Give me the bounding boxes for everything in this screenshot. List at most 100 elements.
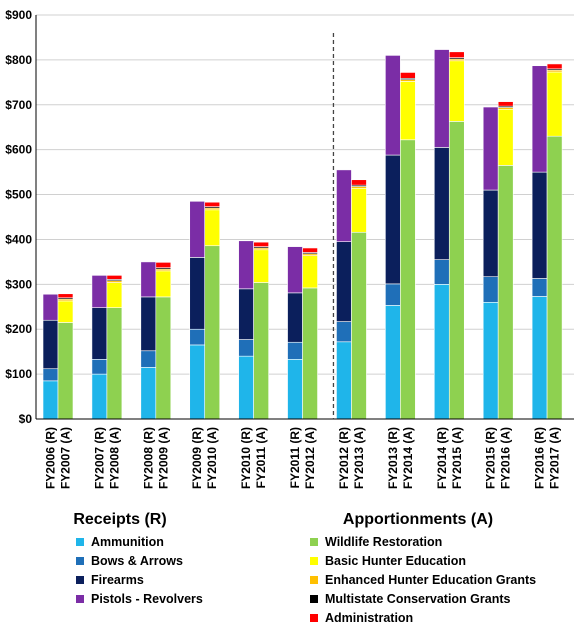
y-tick-label: $800	[5, 53, 32, 67]
bar-segment-basic-hunter-education	[546, 71, 563, 137]
x-tick-label: FY2010 (R)	[239, 427, 253, 489]
bar-segment-administration	[400, 72, 416, 79]
bar-segment-administration	[204, 201, 221, 207]
bar-segment-bows-arrows	[91, 358, 108, 375]
y-tick-label: $700	[5, 98, 32, 112]
bar-segment-firearms	[482, 189, 499, 278]
group-labels: Receipts (R) Apportionments (A)	[73, 511, 493, 528]
x-tick-label: FY2011 (R)	[288, 427, 302, 488]
x-tick-label: FY2014 (A)	[401, 427, 415, 489]
x-tick-label: FY2015 (R)	[484, 427, 498, 489]
bar-segment-basic-hunter-education	[400, 81, 416, 141]
gridlines	[36, 14, 574, 375]
bar-segment-bows-arrows	[140, 350, 157, 368]
x-tick-label: FY2016 (A)	[499, 427, 513, 489]
bar-segment-bows-arrows	[531, 278, 548, 297]
bar-segment-pistols-revolvers	[189, 200, 206, 258]
bar-segment-ammunition	[238, 355, 254, 420]
x-tick-label: FY2008 (A)	[107, 427, 121, 489]
bar-segment-administration	[253, 241, 269, 247]
x-tick-label: FY2007 (A)	[59, 427, 73, 489]
bar-segment-firearms	[336, 241, 352, 322]
bar-segment-wildlife-restoration	[448, 121, 465, 420]
x-tick-label: FY2009 (R)	[190, 427, 204, 489]
y-tick-label: $900	[5, 8, 32, 22]
x-tick-label: FY2007 (R)	[92, 427, 106, 489]
legend-swatch-pistols-revolvers	[76, 595, 84, 603]
bar-segment-pistols-revolvers	[91, 275, 108, 308]
bar-segment-bows-arrows	[189, 328, 206, 346]
legend-swatch-basic-hunter-education	[310, 557, 318, 565]
x-tick-label: FY2016 (R)	[533, 427, 547, 489]
legend-label-multistate-conservation-grants: Multistate Conservation Grants	[325, 592, 510, 606]
legend-swatch-wildlife-restoration	[310, 538, 318, 546]
x-tick-label: FY2010 (A)	[205, 427, 219, 489]
bar-segment-ammunition	[433, 284, 450, 420]
bar-segment-ammunition	[140, 367, 157, 420]
x-tick-label: FY2012 (A)	[303, 427, 317, 489]
bar-segment-firearms	[531, 171, 548, 279]
y-tick-label: $600	[5, 143, 32, 157]
y-tick-label: $0	[19, 412, 33, 426]
legend-label-ammunition: Ammunition	[91, 535, 164, 549]
group-label-apportionments: Apportionments (A)	[343, 511, 493, 528]
y-tick-label: $400	[5, 232, 32, 246]
legend-swatch-ammunition	[76, 538, 84, 546]
legend-swatch-enhanced-hunter-education-grants	[310, 576, 318, 584]
x-tick-label: FY2009 (A)	[156, 427, 170, 489]
bar-segment-firearms	[433, 147, 450, 260]
bar-segment-pistols-revolvers	[482, 106, 499, 191]
bar-segment-basic-hunter-education	[204, 209, 221, 247]
bar-segment-ammunition	[482, 301, 499, 420]
bar-segment-administration	[448, 51, 465, 58]
bar-segment-administration	[351, 179, 367, 186]
bar-segment-bows-arrows	[385, 283, 401, 306]
bar-segment-pistols-revolvers	[140, 261, 157, 298]
x-tick-label: FY2011 (A)	[254, 427, 268, 488]
bar-segment-ammunition	[287, 358, 303, 420]
y-tick-label: $300	[5, 277, 32, 291]
bar-segment-wildlife-restoration	[57, 322, 74, 420]
bar-segment-firearms	[287, 292, 303, 343]
bar-segment-administration	[57, 293, 74, 299]
legend-swatch-multistate-conservation-grants	[310, 595, 318, 603]
bar-segment-wildlife-restoration	[253, 282, 269, 420]
legend-swatch-bows-arrows	[76, 557, 84, 565]
bar-segment-basic-hunter-education	[155, 270, 172, 298]
x-tick-label: FY2017 (A)	[548, 427, 562, 489]
y-axis-ticks: $0 $100 $200 $300 $400 $500 $600 $700 $800 $900	[5, 8, 32, 426]
bar-segment-wildlife-restoration	[497, 165, 514, 420]
bar-segment-bows-arrows	[336, 321, 352, 343]
bar-segment-firearms	[42, 319, 59, 370]
group-label-receipts: Receipts (R)	[73, 511, 166, 528]
bar-segment-firearms	[91, 307, 108, 360]
bar-segment-basic-hunter-education	[302, 255, 318, 289]
x-tick-label: FY2015 (A)	[450, 427, 464, 489]
x-tick-label: FY2006 (R)	[44, 427, 58, 489]
x-tick-label: FY2014 (R)	[435, 427, 449, 489]
y-tick-label: $200	[5, 322, 32, 336]
bars	[42, 49, 563, 420]
bar-segment-wildlife-restoration	[106, 307, 123, 420]
bar-segment-ammunition	[91, 373, 108, 420]
bar-segment-firearms	[140, 296, 157, 352]
bar-segment-bows-arrows	[433, 259, 450, 285]
bar-segment-administration	[546, 63, 563, 70]
legend-swatch-firearms	[76, 576, 84, 584]
bar-segment-ammunition	[189, 344, 206, 420]
bar-segment-bows-arrows	[238, 339, 254, 357]
bar-segment-administration	[497, 101, 514, 107]
legend-label-enhanced-hunter-education-grants: Enhanced Hunter Education Grants	[325, 573, 536, 587]
bar-segment-basic-hunter-education	[57, 300, 74, 323]
bar-segment-basic-hunter-education	[448, 60, 465, 122]
axes	[35, 15, 574, 420]
bar-segment-basic-hunter-education	[351, 187, 367, 233]
bar-segment-firearms	[189, 257, 206, 330]
legend: Ammunition Bows & Arrows Firearms Pistols -…	[76, 535, 536, 625]
bar-segment-wildlife-restoration	[400, 139, 416, 420]
bar-segment-bows-arrows	[287, 341, 303, 360]
bar-segment-wildlife-restoration	[302, 287, 318, 420]
bar-segment-bows-arrows	[42, 368, 59, 382]
bar-segment-pistols-revolvers	[433, 49, 450, 148]
